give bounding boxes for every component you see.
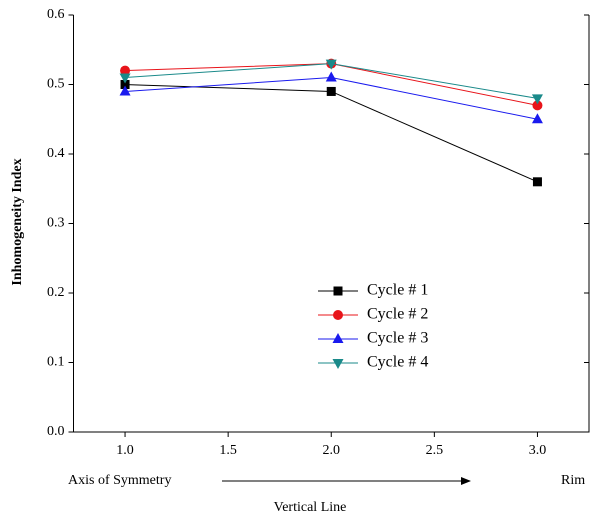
marker (531, 113, 543, 124)
x-tick-label: 2.5 (426, 443, 444, 458)
legend-label: Cycle # 4 (367, 354, 428, 371)
x-tick-label: 1.0 (116, 443, 134, 458)
marker (326, 86, 336, 96)
marker (120, 80, 130, 89)
x-tick-label: 1.5 (219, 443, 237, 458)
legend-marker (333, 286, 343, 296)
y-tick-label: 0.6 (47, 7, 65, 22)
marker (325, 71, 337, 82)
legend-label: Cycle # 3 (367, 330, 428, 347)
legend-marker (332, 333, 344, 343)
x-axis-label: Vertical Line (274, 500, 347, 515)
annotation: Rim (561, 473, 585, 488)
marker (120, 65, 131, 76)
annotation: Axis of Symmetry (68, 473, 171, 488)
x-tick-label: 2.0 (323, 443, 341, 458)
marker (532, 100, 543, 111)
legend-label: Cycle # 2 (367, 306, 428, 323)
series-line (125, 63, 538, 106)
legend-marker (333, 310, 343, 320)
y-tick-label: 0.4 (47, 146, 65, 161)
series-line (125, 84, 538, 183)
legend-marker (332, 359, 344, 369)
y-tick-label: 0.0 (47, 424, 65, 439)
marker (531, 94, 543, 105)
y-tick-label: 0.1 (47, 355, 65, 370)
y-tick-label: 0.2 (47, 285, 65, 300)
marker (119, 73, 131, 84)
x-tick-label: 3.0 (529, 443, 547, 458)
y-axis-label: Inhomogeneity Index (10, 158, 25, 285)
marker (532, 177, 542, 187)
marker (119, 85, 131, 96)
y-tick-label: 0.3 (47, 216, 65, 231)
series-line (125, 77, 538, 120)
marker (325, 59, 337, 70)
legend-label: Cycle # 1 (367, 282, 428, 299)
y-tick-label: 0.5 (47, 77, 65, 92)
